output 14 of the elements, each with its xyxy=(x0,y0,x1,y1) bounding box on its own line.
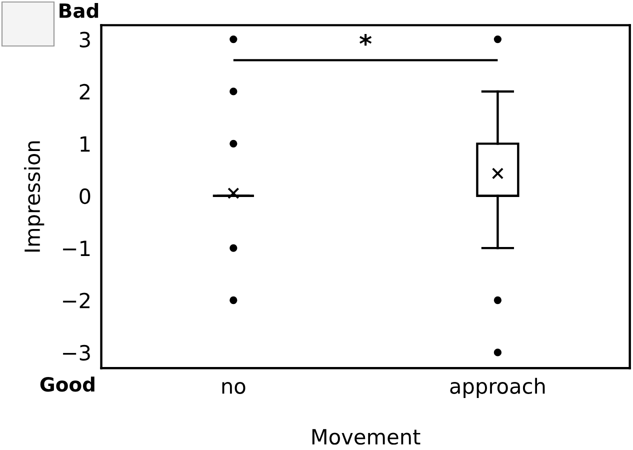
y-tick-label: 3 xyxy=(80,32,90,48)
x-tick-label: approach xyxy=(450,378,545,398)
text: Good xyxy=(40,376,94,392)
y-axis-title: Impression xyxy=(24,141,44,252)
text: Bad xyxy=(60,2,98,18)
annotation: * xyxy=(360,34,372,46)
y-tick-label: −3 xyxy=(63,344,90,361)
x-axis-title: Movement xyxy=(312,429,420,445)
y-tick-label: 2 xyxy=(80,84,90,100)
y-tick-label: −2 xyxy=(63,292,90,308)
x-tick-label: no xyxy=(222,382,246,394)
y-tick-label: −1 xyxy=(63,240,90,256)
y-tick-label: 1 xyxy=(80,136,90,152)
y-tick-label: 0 xyxy=(80,188,90,204)
